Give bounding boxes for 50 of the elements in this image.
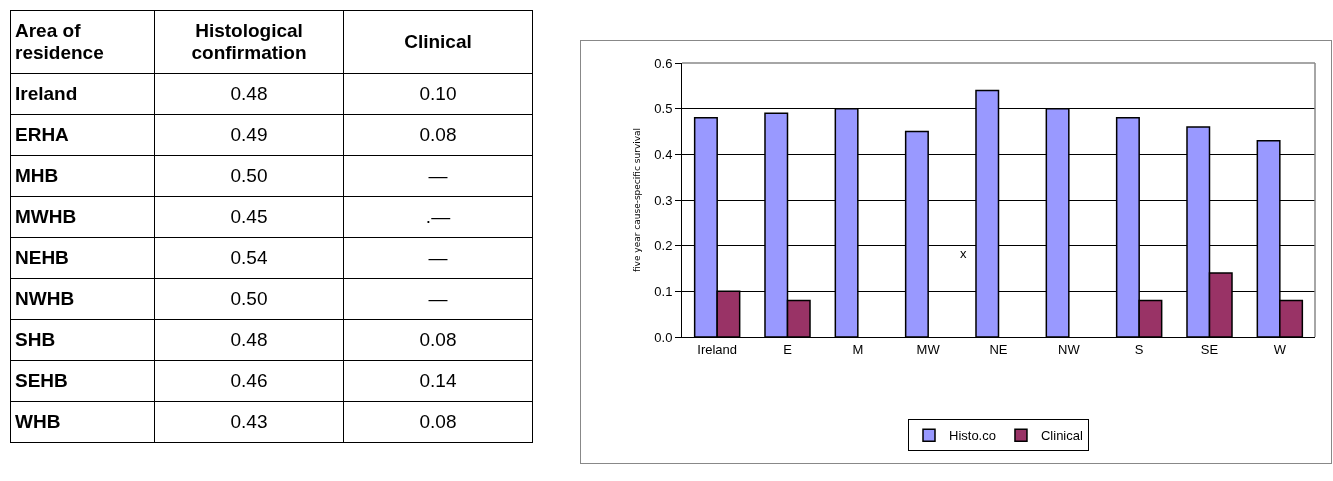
- data-label: 0.43: [154, 401, 344, 443]
- x-tick-label: NW: [1057, 341, 1081, 357]
- data-label: 0.10: [343, 73, 533, 115]
- data-label: 0.48: [154, 73, 344, 115]
- text: Histological confirmation: [154, 10, 344, 74]
- data-label: 0.49: [154, 114, 344, 156]
- legend-label: Clinical: [1040, 428, 1083, 444]
- legend-label: Histo.co: [949, 428, 996, 444]
- y-tick-label: 0.6: [654, 55, 673, 71]
- data-label: 0.08: [343, 401, 533, 443]
- category-label: SEHB: [10, 360, 155, 402]
- y-axis-title: five year cause-specific survival: [631, 127, 642, 273]
- data-label: 0.46: [154, 360, 344, 402]
- x-tick-label: MW: [916, 341, 941, 357]
- text: Clinical: [343, 10, 533, 74]
- x-tick-label: S: [1134, 341, 1144, 357]
- category-label: MHB: [10, 155, 155, 197]
- category-label: NWHB: [10, 278, 155, 320]
- x-tick-label: M: [852, 341, 864, 357]
- y-tick-label: 0.2: [654, 238, 673, 254]
- category-label: NEHB: [10, 237, 155, 279]
- data-label: .—: [343, 196, 533, 238]
- legend-title: Area of residence: [10, 10, 155, 74]
- data-label: —: [343, 155, 533, 197]
- data-label: 0.50: [154, 155, 344, 197]
- data-label: 0.45: [154, 196, 344, 238]
- annotation: x: [960, 246, 967, 261]
- y-tick-label: 0.3: [654, 192, 673, 208]
- x-tick-label: Ireland: [697, 341, 738, 357]
- category-label: Ireland: [10, 73, 155, 115]
- x-tick-label: NE: [989, 341, 1008, 357]
- x-tick-label: SE: [1200, 341, 1219, 357]
- category-label: ERHA: [10, 114, 155, 156]
- data-label: 0.54: [154, 237, 344, 279]
- data-label: 0.48: [154, 319, 344, 361]
- category-label: WHB: [10, 401, 155, 443]
- x-tick-label: E: [783, 341, 793, 357]
- y-tick-label: 0.0: [654, 329, 673, 345]
- data-label: 0.08: [343, 319, 533, 361]
- data-label: —: [343, 237, 533, 279]
- category-label: MWHB: [10, 196, 155, 238]
- y-tick-label: 0.5: [654, 101, 673, 117]
- data-label: 0.14: [343, 360, 533, 402]
- data-label: —: [343, 278, 533, 320]
- x-tick-label: W: [1273, 341, 1287, 357]
- y-tick-label: 0.4: [654, 146, 673, 162]
- y-tick-label: 0.1: [654, 283, 673, 299]
- data-label: 0.08: [343, 114, 533, 156]
- data-label: 0.50: [154, 278, 344, 320]
- category-label: SHB: [10, 319, 155, 361]
